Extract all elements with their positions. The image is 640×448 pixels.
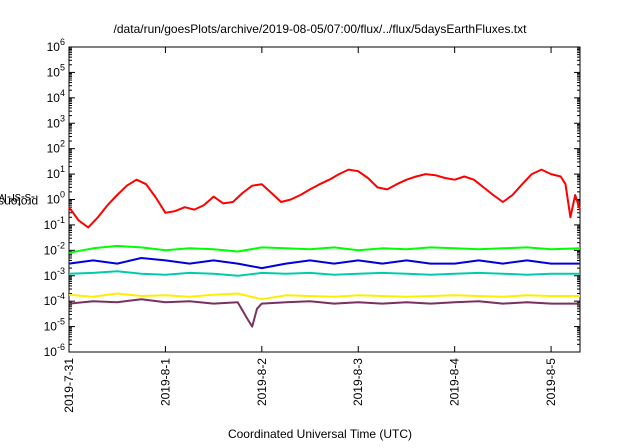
y-tick-label-base-8: 10	[47, 142, 61, 156]
series-lines	[68, 168, 581, 328]
y-tick-label-base-10: 10	[47, 91, 61, 105]
y-tick-label-base-2: 10	[44, 294, 58, 308]
y-tick-label-exponent-4: -2	[57, 240, 65, 250]
y-tick-label-0: 10-6	[44, 342, 65, 359]
x-tick-label-0: 2019-7-31	[62, 358, 76, 413]
y-tick-label-base-6: 10	[47, 193, 61, 207]
x-axis-label: Coordinated Universal Time (UTC)	[227, 427, 413, 441]
y-tick-label-exponent-6: 0	[60, 190, 65, 200]
y-tick-label-exponent-9: 3	[60, 113, 65, 123]
y-tick-label-11: 105	[47, 62, 65, 79]
y-tick-label-7: 101	[47, 164, 65, 181]
x-ticks: 2019-7-31 2019-8-1 2019-8-2 2019-8-3 2019-8-…	[62, 47, 558, 413]
y-tick-label-base-5: 10	[44, 218, 58, 232]
series-line-5	[68, 298, 580, 328]
y-tick-label-8: 102	[47, 139, 65, 156]
plot-frame	[68, 46, 581, 353]
series-line-3	[68, 270, 580, 277]
y-tick-label-4: 10-2	[44, 240, 65, 257]
y-tick-label-12: 106	[47, 37, 65, 54]
y-tick-label-exponent-5: -1	[57, 215, 65, 225]
y-tick-label-2: 10-4	[44, 291, 65, 308]
y-tick-label-exponent-0: -6	[57, 342, 65, 352]
y-tick-label-exponent-3: -3	[57, 266, 65, 276]
y-tick-label-exponent-10: 4	[60, 88, 65, 98]
y-tick-label-base-0: 10	[44, 345, 58, 359]
y-tick-label-base-9: 10	[47, 116, 61, 130]
y-tick-label-base-4: 10	[44, 243, 58, 257]
y-tick-label-5: 10-1	[44, 215, 65, 232]
y-tick-label-base-3: 10	[44, 269, 58, 283]
y-tick-label-base-12: 10	[47, 40, 61, 54]
y-tick-label-base-7: 10	[47, 167, 61, 181]
y-tick-label-6: 100	[47, 190, 65, 207]
y-tick-label-base-1: 10	[44, 320, 58, 334]
x-tick-label-5: 2019-8-5	[544, 358, 558, 406]
chart-title: /data/run/goesPlots/archive/2019-08-05/0…	[113, 22, 527, 36]
x-tick-label-1: 2019-8-1	[158, 358, 172, 406]
x-tick-label-4: 2019-8-4	[448, 358, 462, 406]
x-tick-label-2: 2019-8-2	[255, 358, 269, 406]
series-line-0	[68, 168, 581, 229]
y-ticks: 10-610-510-410-310-210-11001011021031041…	[44, 37, 580, 359]
y-tick-label-base-11: 10	[47, 65, 61, 79]
x-tick-label-3: 2019-8-3	[351, 358, 365, 406]
y-tick-label-exponent-2: -4	[57, 291, 65, 301]
y-tick-label-1: 10-5	[44, 317, 65, 334]
series-line-2	[68, 257, 580, 270]
series-line-4	[68, 292, 580, 301]
y-tick-label-exponent-8: 2	[60, 139, 65, 149]
y-tick-label-exponent-1: -5	[57, 317, 65, 327]
series-line-1	[68, 244, 581, 254]
y-tick-label-10: 104	[47, 88, 65, 105]
y-tick-label-9: 103	[47, 113, 65, 130]
y-tick-label-exponent-11: 5	[60, 62, 65, 72]
y-tick-label-exponent-12: 6	[60, 37, 65, 47]
y-tick-label-exponent-7: 1	[60, 164, 65, 174]
y-tick-label-3: 10-3	[44, 266, 65, 283]
